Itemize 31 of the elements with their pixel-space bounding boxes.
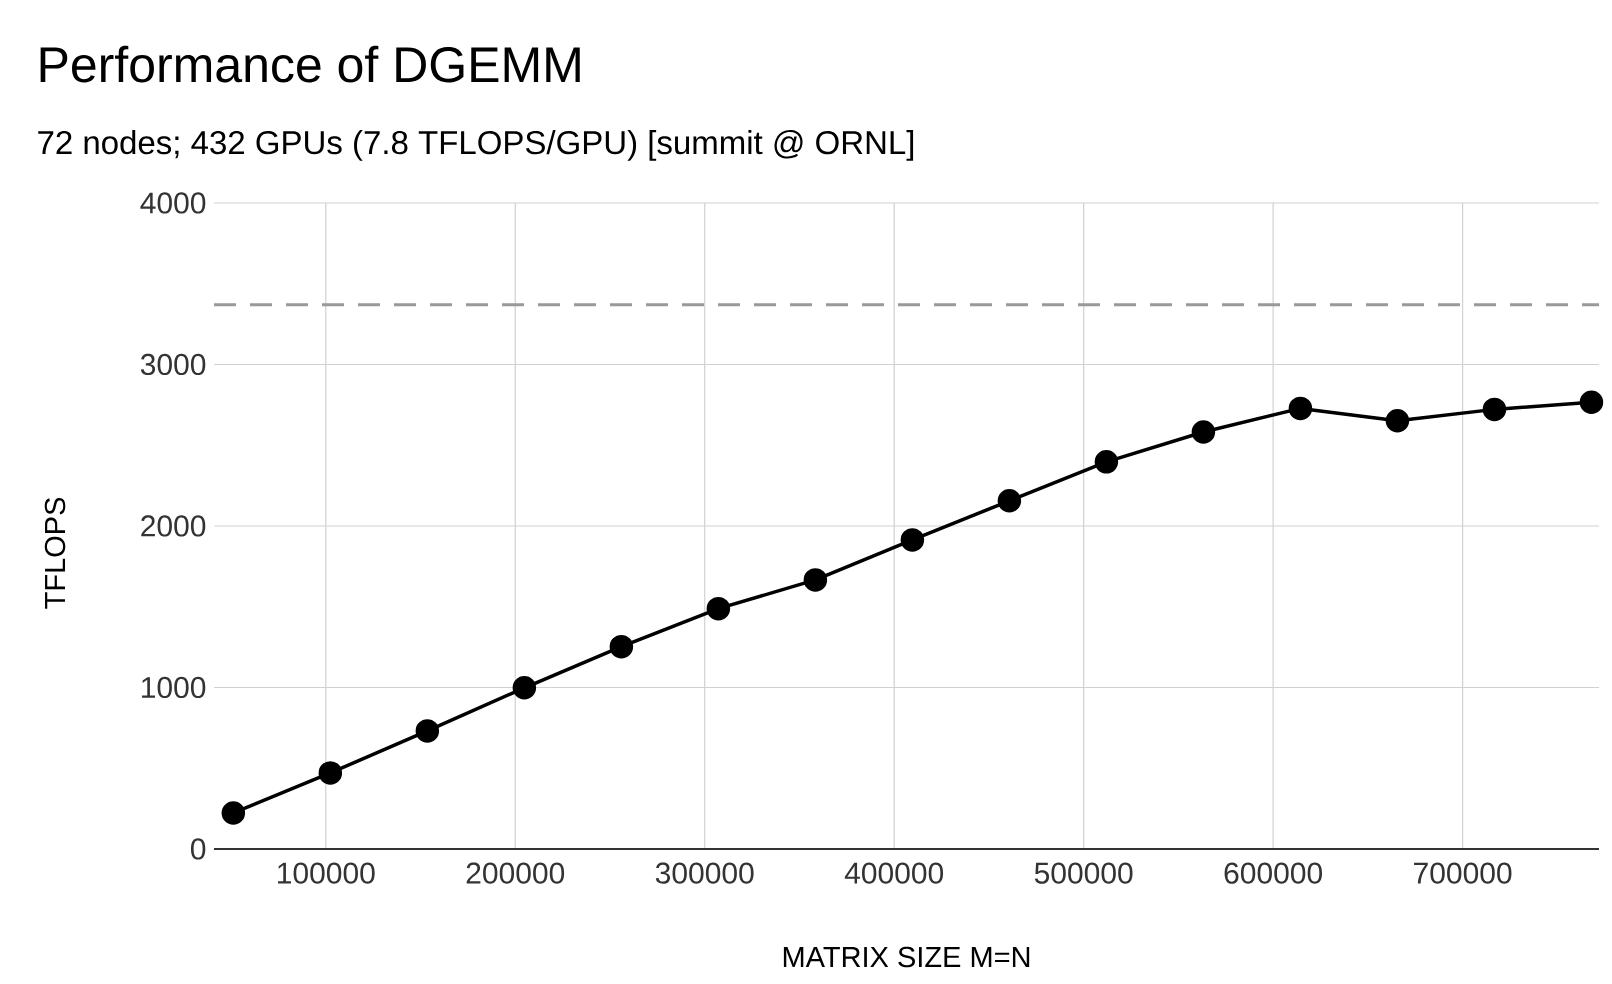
point — [1288, 396, 1313, 421]
point — [1094, 450, 1119, 474]
point — [512, 676, 537, 700]
point — [1579, 390, 1604, 415]
y-tick-label: 3000 — [140, 353, 206, 376]
point — [900, 528, 925, 552]
x-tick-label: 300000 — [655, 862, 754, 884]
point — [415, 719, 440, 743]
chart-title: Performance of DGEMM — [40, 45, 580, 83]
chart-subtitle: 72 nodes; 432 GPUs (7.8 TFLOPS/GPU) [summit @ ORNL] — [38, 130, 914, 161]
point — [1385, 408, 1410, 433]
point — [318, 761, 343, 785]
y-tick-label: 4000 — [140, 192, 206, 214]
point — [706, 596, 731, 621]
point — [221, 801, 246, 825]
point — [609, 634, 634, 659]
point — [803, 568, 828, 592]
x-tick-label: 100000 — [278, 862, 375, 884]
point — [1482, 397, 1507, 422]
x-axis-title: MATRIX SIZE M=N — [783, 946, 1030, 968]
x-tick-label: 600000 — [1224, 862, 1322, 884]
x-tick-label: 200000 — [466, 862, 565, 884]
x-tick-label: 700000 — [1414, 862, 1512, 884]
point — [997, 489, 1022, 513]
y-tick-label: 0 — [190, 838, 206, 860]
x-tick-label: 400000 — [844, 862, 944, 884]
x-tick-label: 500000 — [1034, 862, 1133, 884]
y-tick-label: 1000 — [142, 676, 206, 699]
point — [1191, 420, 1216, 444]
y-axis-title: TFLOPS — [44, 497, 66, 609]
y-tick-label: 2000 — [141, 515, 206, 537]
